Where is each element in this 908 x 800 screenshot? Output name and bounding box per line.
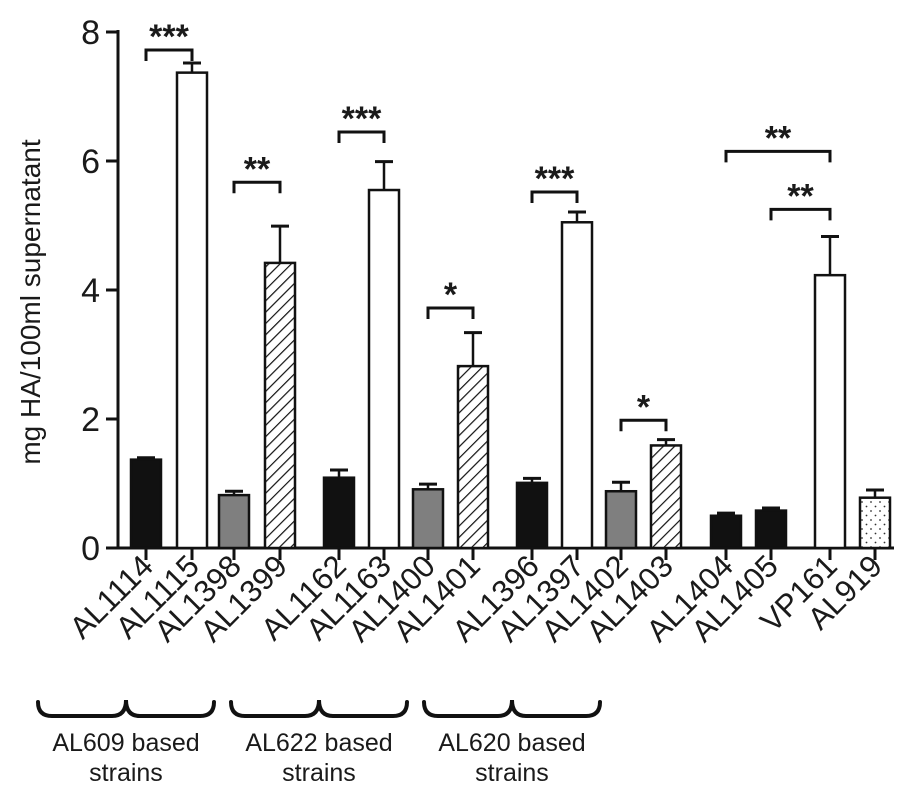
significance-label: * bbox=[637, 388, 651, 426]
bar bbox=[322, 476, 356, 550]
bar bbox=[411, 488, 445, 550]
bars bbox=[129, 61, 892, 550]
significance-bracket bbox=[232, 180, 282, 194]
group-label: AL620 based strains bbox=[412, 728, 612, 788]
bar bbox=[263, 261, 297, 550]
group-label-line1: AL622 based bbox=[245, 729, 393, 757]
x-tick-labels: AL1114AL1115AL1398AL1399AL1162AL1163AL14… bbox=[63, 548, 889, 648]
bar bbox=[217, 493, 251, 550]
bar bbox=[709, 514, 743, 550]
group-label-line1: AL609 based bbox=[52, 729, 200, 757]
bar bbox=[456, 364, 490, 550]
significance-bracket bbox=[144, 48, 194, 62]
bar bbox=[175, 71, 209, 550]
y-axis: 0 2 4 6 8 bbox=[81, 14, 120, 568]
group-braces bbox=[36, 699, 602, 718]
significance-bracket bbox=[724, 149, 832, 163]
significance-label: * bbox=[444, 276, 458, 314]
group-label: AL609 based strains bbox=[26, 728, 226, 788]
significance-label: ** bbox=[787, 177, 814, 215]
group-label-line2: strains bbox=[282, 759, 356, 787]
y-tick-label: 6 bbox=[81, 143, 100, 181]
group-label: AL622 based strains bbox=[219, 728, 419, 788]
significance-label: ** bbox=[765, 119, 792, 157]
significance-label: *** bbox=[535, 160, 575, 198]
group-brace bbox=[229, 699, 409, 718]
significance-bracket bbox=[530, 190, 579, 203]
bar bbox=[649, 444, 683, 550]
significance-label: ** bbox=[244, 150, 271, 188]
significance-label: *** bbox=[342, 100, 382, 138]
y-tick-label: 0 bbox=[81, 530, 100, 568]
bar bbox=[604, 489, 638, 550]
bar bbox=[560, 221, 594, 550]
significance-bracket bbox=[337, 130, 386, 143]
y-tick-label: 8 bbox=[81, 14, 100, 52]
significance-bracket bbox=[426, 306, 475, 320]
group-label-line1: AL620 based bbox=[438, 729, 586, 757]
significance-bracket bbox=[619, 418, 668, 432]
significance-brackets: ***************** bbox=[144, 18, 832, 432]
significance-bracket bbox=[769, 207, 832, 221]
y-tick-label: 2 bbox=[81, 401, 100, 439]
bar bbox=[129, 458, 163, 550]
bar bbox=[515, 481, 549, 550]
bar bbox=[813, 273, 847, 550]
group-brace bbox=[36, 699, 216, 718]
significance-label: *** bbox=[149, 18, 189, 56]
y-axis-label: mg HA/100ml supernatant bbox=[15, 139, 46, 465]
group-label-line2: strains bbox=[475, 759, 549, 787]
x-axis bbox=[118, 546, 894, 560]
group-brace bbox=[422, 699, 602, 718]
bar bbox=[754, 509, 788, 550]
y-tick-label: 4 bbox=[81, 272, 100, 310]
group-label-line2: strains bbox=[89, 759, 163, 787]
bar bbox=[367, 188, 401, 550]
bar bbox=[858, 496, 892, 550]
